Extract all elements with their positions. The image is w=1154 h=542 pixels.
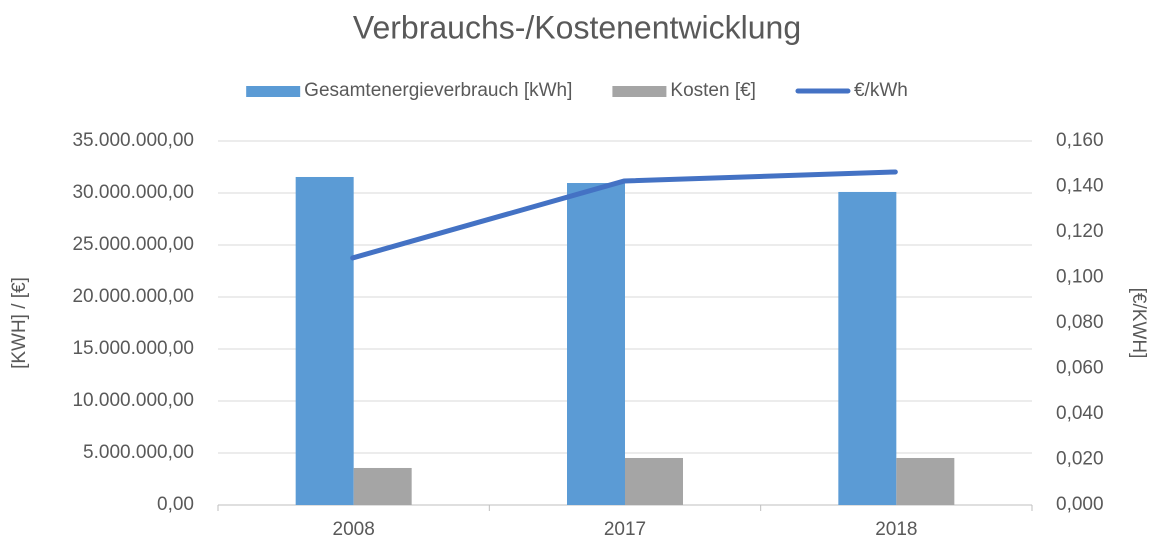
legend-label: Gesamtenergieverbrauch [kWh]: [304, 80, 572, 101]
bar: [567, 183, 625, 506]
y-tick-label: 30.000.000,00: [72, 182, 194, 203]
bar: [295, 176, 354, 505]
y-axis-label: [KWH] / [€]: [9, 277, 30, 369]
y-tick-label: 20.000.000,00: [72, 286, 194, 307]
legend-swatch: [246, 86, 301, 97]
y2-tick-label: 0,120: [1056, 221, 1104, 242]
legend-swatch: [612, 86, 667, 97]
y-tick-label: 10.000.000,00: [72, 390, 194, 411]
x-tick-label: 2008: [333, 519, 375, 540]
legend-label: €/kWh: [854, 80, 908, 101]
chart-title: Verbrauchs-/Kostenentwicklung: [353, 9, 801, 45]
y-tick-label: 15.000.000,00: [72, 338, 194, 359]
y2-axis-label: [€/KWH]: [1128, 288, 1149, 359]
y2-tick-label: 0,020: [1056, 449, 1104, 470]
line-series: [350, 169, 898, 261]
y2-tick-label: 0,080: [1056, 312, 1104, 333]
y-tick-label: 25.000.000,00: [72, 234, 194, 255]
bar: [625, 457, 683, 505]
y2-tick-label: 0,040: [1056, 403, 1104, 424]
y2-tick-label: 0,160: [1056, 130, 1104, 151]
y2-tick-label: 0,000: [1056, 494, 1104, 515]
legend-label: Kosten [€]: [670, 80, 756, 101]
y-tick-label: 35.000.000,00: [72, 130, 194, 151]
bar: [353, 467, 412, 505]
y2-tick-label: 0,140: [1056, 176, 1104, 197]
y2-tick-label: 0,060: [1056, 358, 1104, 379]
y-tick-label: 5.000.000,00: [83, 442, 194, 463]
bar: [896, 457, 955, 505]
y-tick-label: 0,00: [157, 494, 194, 515]
x-tick-label: 2017: [604, 519, 646, 540]
x-tick-label: 2018: [875, 519, 917, 540]
bar: [838, 191, 897, 505]
y2-tick-label: 0,100: [1056, 267, 1104, 288]
